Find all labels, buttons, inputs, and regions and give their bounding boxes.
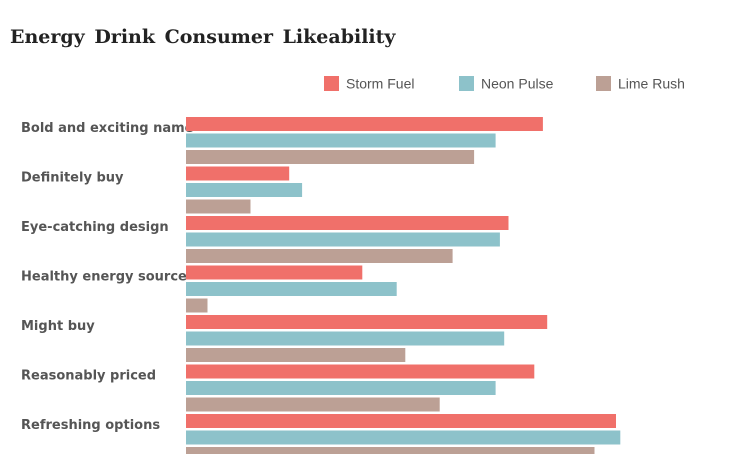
bar-healthy-energy-source-neon-pulse bbox=[186, 282, 397, 296]
bar-refreshing-options-lime-rush bbox=[186, 447, 595, 454]
bar-refreshing-options-neon-pulse bbox=[186, 430, 621, 445]
category-label-might-buy: Might buy bbox=[21, 319, 95, 334]
bar-might-buy-lime-rush bbox=[186, 348, 406, 362]
category-labels: Bold and exciting name Definitely buy Eye-… bbox=[21, 121, 194, 433]
legend-swatch-lime-rush bbox=[596, 76, 611, 91]
bar-might-buy-storm-fuel bbox=[186, 315, 548, 329]
bar-definitely-buy-storm-fuel bbox=[186, 166, 290, 181]
bar-bold-and-exciting-name-lime-rush bbox=[186, 150, 475, 164]
legend-swatch-storm-fuel bbox=[324, 76, 339, 91]
bar-eye-catching-design-neon-pulse bbox=[186, 232, 500, 247]
bar-reasonably-priced-lime-rush bbox=[186, 397, 440, 412]
bar-eye-catching-design-storm-fuel bbox=[186, 216, 509, 230]
category-label-reasonably-priced: Reasonably priced bbox=[21, 369, 156, 384]
legend-label-lime-rush: Lime Rush bbox=[618, 76, 685, 92]
bar-reasonably-priced-neon-pulse bbox=[186, 381, 496, 395]
bar-healthy-energy-source-storm-fuel bbox=[186, 265, 363, 280]
bar-bold-and-exciting-name-neon-pulse bbox=[186, 133, 496, 148]
bar-definitely-buy-neon-pulse bbox=[186, 183, 303, 197]
bar-healthy-energy-source-lime-rush bbox=[186, 298, 208, 313]
legend-label-neon-pulse: Neon Pulse bbox=[481, 76, 554, 92]
legend: Storm Fuel Neon Pulse Lime Rush bbox=[324, 76, 685, 92]
bar-eye-catching-design-lime-rush bbox=[186, 249, 453, 263]
category-label-eye-catching-design: Eye-catching design bbox=[21, 220, 169, 235]
bars bbox=[186, 117, 621, 454]
category-label-healthy-energy-source: Healthy energy source bbox=[21, 270, 187, 285]
bar-reasonably-priced-storm-fuel bbox=[186, 364, 535, 379]
chart-title: Energy Drink Consumer Likeability bbox=[10, 26, 396, 48]
bar-definitely-buy-lime-rush bbox=[186, 199, 251, 214]
legend-swatch-neon-pulse bbox=[459, 76, 474, 91]
legend-label-storm-fuel: Storm Fuel bbox=[346, 76, 414, 92]
bar-might-buy-neon-pulse bbox=[186, 331, 505, 346]
category-label-bold-and-exciting-name: Bold and exciting name bbox=[21, 121, 194, 136]
bar-refreshing-options-storm-fuel bbox=[186, 414, 616, 428]
category-label-definitely-buy: Definitely buy bbox=[21, 171, 124, 186]
category-label-refreshing-options: Refreshing options bbox=[21, 418, 160, 433]
bar-bold-and-exciting-name-storm-fuel bbox=[186, 117, 543, 131]
